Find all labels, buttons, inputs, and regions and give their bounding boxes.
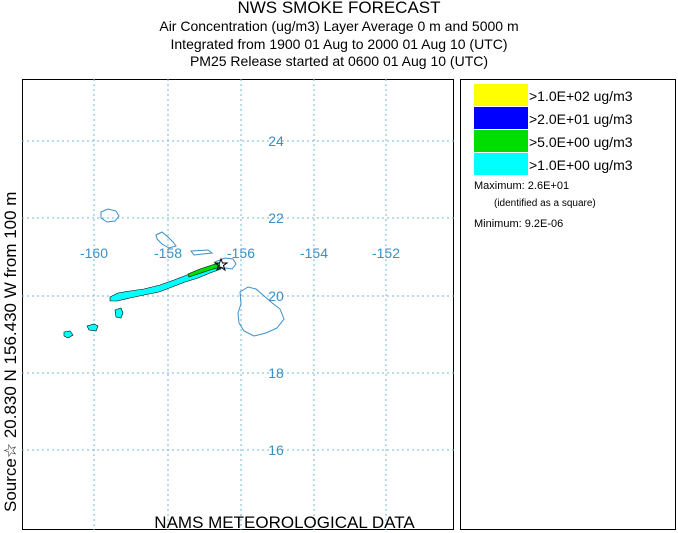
star-icon: [213, 257, 229, 272]
legend-swatch: [474, 107, 528, 129]
minimum-value: Minimum: 9.2E-06: [474, 218, 564, 230]
maximum-value: Maximum: 2.6E+01: [474, 180, 570, 192]
map-labels: -160 -158 -156 -154 -152 24 22 20 18 16: [80, 133, 400, 458]
map-frame: [22, 79, 454, 530]
latitude-label: 22: [268, 210, 284, 226]
maximum-note: (identified as a square): [494, 198, 596, 209]
source-location-label: Source☆ 20.830 N 156.430 W from 100 m: [1, 191, 20, 512]
island-oahu: [155, 231, 177, 249]
latitude-label: 18: [268, 365, 284, 381]
longitude-label: -152: [372, 245, 400, 261]
chart-subtitle-layer: Air Concentration (ug/m3) Layer Average …: [159, 18, 519, 34]
legend-swatch: [474, 84, 528, 106]
plume-contour-1ugm3-fragment: [114, 307, 124, 319]
latitude-label: 20: [268, 288, 284, 304]
latitude-label: 16: [268, 442, 284, 458]
coastlines: [100, 208, 285, 337]
legend-swatch: [474, 130, 528, 152]
map-gridlines: [22, 79, 454, 530]
island-hawaii: [237, 286, 285, 337]
meteorological-data-label: NAMS METEOROLOGICAL DATA: [154, 513, 415, 532]
plume-contour-1ugm3-fragment: [86, 323, 99, 332]
chart-subtitle-release: PM25 Release started at 0600 01 Aug 10 (…: [189, 53, 489, 69]
island-kauai: [100, 208, 120, 223]
latitude-label: 24: [268, 133, 284, 149]
legend-panel: >1.0E+02 ug/m3 >2.0E+01 ug/m3 >5.0E+00 u…: [460, 79, 676, 530]
plume-contour-1ugm3-fragment: [63, 330, 74, 339]
longitude-label: -154: [300, 245, 328, 261]
island-molokai: [190, 249, 214, 256]
legend-label: >1.0E+00 ug/m3: [529, 157, 633, 173]
legend-swatch: [474, 153, 528, 175]
smoke-plume: [63, 262, 222, 339]
legend-label: >5.0E+00 ug/m3: [529, 134, 633, 150]
chart-subtitle-integration: Integrated from 1900 01 Aug to 2000 01 A…: [170, 36, 508, 52]
forecast-map: -160 -158 -156 -154 -152 24 22 20 18 16: [22, 79, 454, 530]
plume-contour-5ugm3: [187, 262, 221, 278]
longitude-label: -156: [227, 245, 255, 261]
legend-label: >2.0E+01 ug/m3: [529, 111, 633, 127]
longitude-label: -158: [154, 245, 182, 261]
longitude-label: -160: [80, 245, 108, 261]
chart-title: NWS SMOKE FORECAST: [237, 0, 441, 17]
legend-label: >1.0E+02 ug/m3: [529, 88, 633, 104]
plume-contour-1ugm3: [109, 263, 222, 302]
